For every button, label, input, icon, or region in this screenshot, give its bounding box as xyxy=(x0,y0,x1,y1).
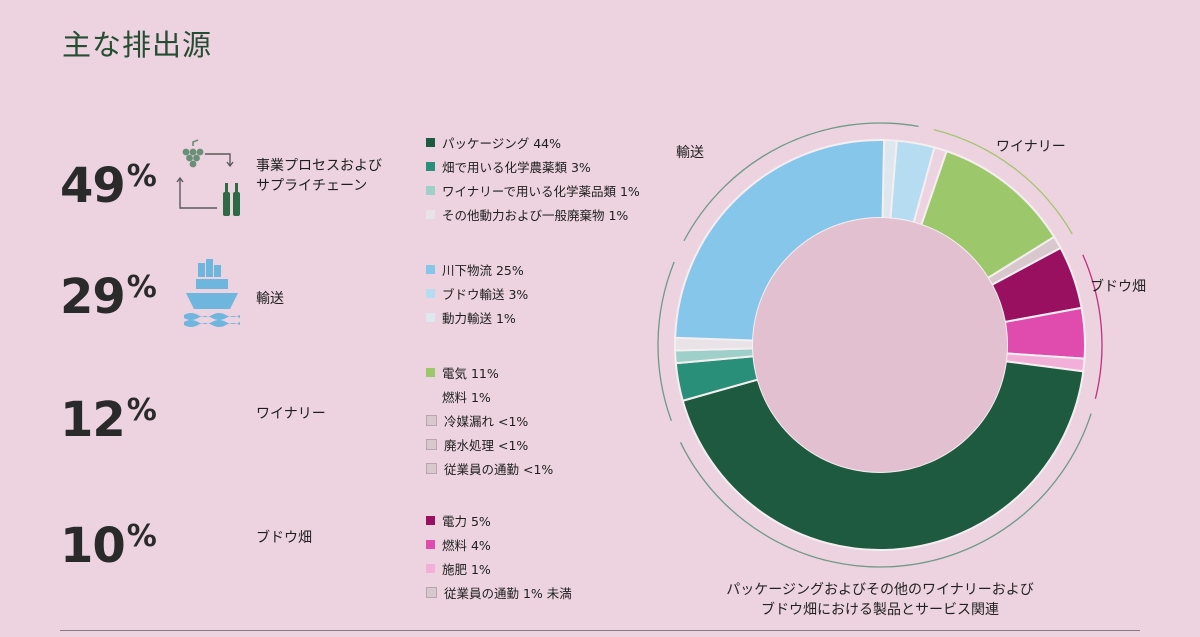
legend-swatch xyxy=(426,391,435,401)
legend-item: 電気 11% xyxy=(426,360,553,384)
legend-item: 燃料 4% xyxy=(426,532,572,556)
legend-transport: 川下物流 25% ブドウ輸送 3% 動力輸送 1% xyxy=(426,257,528,329)
cargo-ship-icon xyxy=(184,255,240,339)
legend-item: 冷媒漏れ <1% xyxy=(426,408,553,432)
legend-swatch xyxy=(426,563,435,573)
legend-winery: 電気 11% 燃料 1% 冷媒漏れ <1% 廃水処理 <1% 従業員の通勤 <1… xyxy=(426,360,553,480)
legend-swatch xyxy=(426,161,435,171)
donut-chart xyxy=(657,122,1103,568)
legend-item: 廃水処理 <1% xyxy=(426,432,553,456)
legend-supply-chain: パッケージング 44% 畑で用いる化学農薬類 3% ワイナリーで用いる化学薬品類… xyxy=(426,130,640,226)
legend-item: ブドウ輸送 3% xyxy=(426,281,528,305)
group-vineyard: 10% ブドウ畑 電力 5% 燃料 4% 施肥 1% 従業員の通勤 1% 未満 xyxy=(60,508,660,608)
legend-swatch xyxy=(426,209,435,219)
legend-item: その他動力および一般廃棄物 1% xyxy=(426,202,640,226)
legend-item: パッケージング 44% xyxy=(426,130,640,154)
legend-swatch xyxy=(426,515,435,525)
group-supply-chain: 49% 事業プロセスおよび サプライチェーン パッケージング 44% 畑で用いる… xyxy=(60,130,660,230)
group-arcs xyxy=(657,122,1103,568)
chart-label-vineyard: ブドウ畑 xyxy=(1090,279,1146,295)
group-winery: 12% ワイナリー 電気 11% 燃料 1% 冷媒漏れ <1% 廃水処理 <1%… xyxy=(60,358,660,488)
legend-item: 川下物流 25% xyxy=(426,257,528,281)
group-label: 事業プロセスおよび サプライチェーン xyxy=(256,158,382,194)
legend-item: 施肥 1% xyxy=(426,556,572,580)
group-percent: 12% xyxy=(60,392,157,448)
group-percent: 29% xyxy=(60,269,157,325)
divider xyxy=(60,630,1140,631)
chart-caption: パッケージングおよびその他のワイナリーおよび ブドウ畑における製品とサービス関連 xyxy=(726,582,1034,618)
legend-item: 動力輸送 1% xyxy=(426,305,528,329)
grapes-to-bottle-icon xyxy=(172,138,248,222)
legend-swatch xyxy=(426,312,435,322)
donut-hole xyxy=(753,218,1007,472)
donut-segments xyxy=(674,139,1086,551)
legend-swatch xyxy=(426,137,435,147)
transport-arc xyxy=(683,122,919,242)
legend-swatch xyxy=(426,586,437,598)
group-transport: 29% 輸送 川下物流 25% ブドウ輸送 3% 動力輸送 1% xyxy=(60,255,660,345)
supply-chain-arc-left xyxy=(657,261,675,422)
group-label: 輸送 xyxy=(256,291,284,307)
supply-chain-arc xyxy=(679,413,1092,568)
legend-swatch xyxy=(426,288,435,298)
legend-item: 燃料 1% xyxy=(426,384,553,408)
chart-label-winery: ワイナリー xyxy=(996,139,1066,155)
legend-swatch xyxy=(426,438,437,450)
legend-swatch xyxy=(426,185,435,195)
page-title: 主な排出源 xyxy=(62,28,213,62)
legend-swatch xyxy=(426,367,435,377)
group-percent: 49% xyxy=(60,158,157,214)
legend-swatch xyxy=(426,264,435,274)
legend-item: 畑で用いる化学農薬類 3% xyxy=(426,154,640,178)
legend-swatch xyxy=(426,539,435,549)
legend-item: 電力 5% xyxy=(426,508,572,532)
legend-item: ワイナリーで用いる化学薬品類 1% xyxy=(426,178,640,202)
group-label: ワイナリー xyxy=(256,406,326,422)
legend-vineyard: 電力 5% 燃料 4% 施肥 1% 従業員の通勤 1% 未満 xyxy=(426,508,572,604)
chart-label-transport: 輸送 xyxy=(676,145,704,161)
group-label: ブドウ畑 xyxy=(256,530,312,546)
legend-swatch xyxy=(426,414,437,426)
legend-item: 従業員の通勤 1% 未満 xyxy=(426,580,572,604)
winery-arc xyxy=(933,128,1073,235)
vineyard-arc xyxy=(1082,254,1103,399)
legend-swatch xyxy=(426,462,437,474)
legend-item: 従業員の通勤 <1% xyxy=(426,456,553,480)
group-percent: 10% xyxy=(60,518,157,574)
